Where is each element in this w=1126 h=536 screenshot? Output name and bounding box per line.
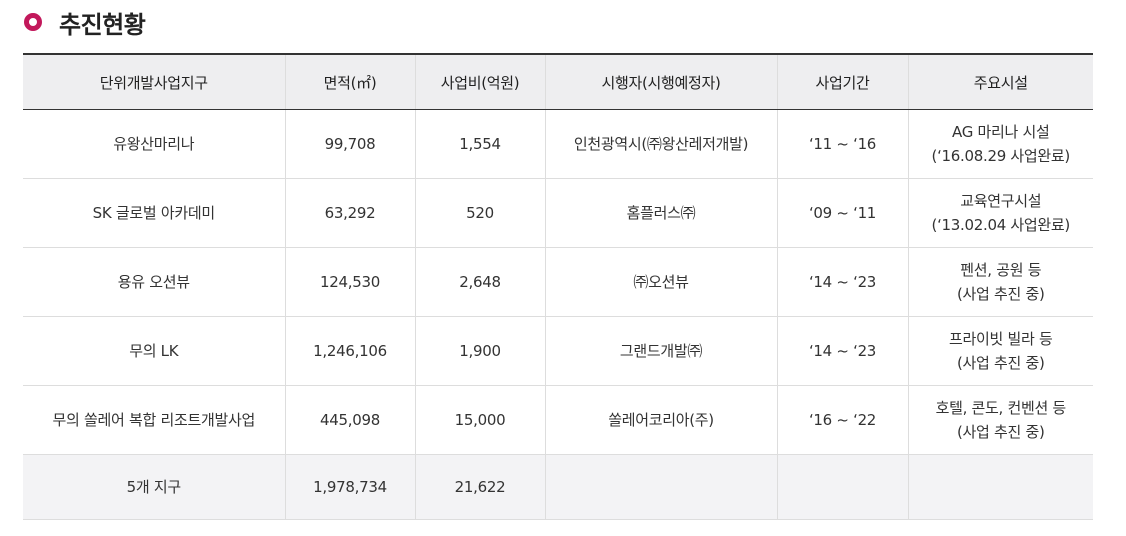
cell-operator: 쏠레어코리아(주) xyxy=(544,385,777,455)
cell-cost: 15,000 xyxy=(414,385,545,455)
table-row: SK 글로벌 아카데미 63,292 520 홈플러스㈜ ‘09 ~ ‘11 교… xyxy=(23,178,1093,248)
header-facility: 주요시설 xyxy=(907,53,1093,110)
table-row: 용유 오션뷰 124,530 2,648 ㈜오션뷰 ‘14 ~ ‘23 펜션, … xyxy=(23,247,1093,317)
facility-status: (사업 추진 중) xyxy=(956,423,1045,441)
total-facility-empty xyxy=(907,454,1093,520)
header-district: 단위개발사업지구 xyxy=(23,53,285,110)
cell-facility: 교육연구시설 (‘13.02.04 사업완료) xyxy=(907,178,1093,248)
table-header-row: 단위개발사업지구 면적(㎡) 사업비(억원) 시행자(시행예정자) 사업기간 주… xyxy=(23,53,1093,110)
facility-status: (사업 추진 중) xyxy=(956,285,1045,303)
total-cost: 21,622 xyxy=(414,454,545,520)
cell-operator: ㈜오션뷰 xyxy=(544,247,777,317)
facility-status: (사업 추진 중) xyxy=(956,354,1045,372)
cell-cost: 2,648 xyxy=(414,247,545,317)
table-row: 무의 LK 1,246,106 1,900 그랜드개발㈜ ‘14 ~ ‘23 프… xyxy=(23,316,1093,386)
total-operator-empty xyxy=(544,454,777,520)
status-table: 단위개발사업지구 면적(㎡) 사업비(억원) 시행자(시행예정자) 사업기간 주… xyxy=(23,53,1093,520)
total-row: 5개 지구 1,978,734 21,622 xyxy=(23,454,1093,520)
cell-district: 용유 오션뷰 xyxy=(23,247,285,317)
cell-operator: 그랜드개발㈜ xyxy=(544,316,777,386)
cell-area: 445,098 xyxy=(284,385,415,455)
section-title: 추진현황 xyxy=(59,10,146,39)
cell-period: ‘11 ~ ‘16 xyxy=(776,109,908,179)
cell-district: SK 글로벌 아카데미 xyxy=(23,178,285,248)
cell-area: 63,292 xyxy=(284,178,415,248)
facility-status: (‘16.08.29 사업완료) xyxy=(931,147,1071,165)
facility-name: AG 마리나 시설 xyxy=(952,123,1050,141)
facility-name: 펜션, 공원 등 xyxy=(960,261,1042,279)
cell-facility: AG 마리나 시설 (‘16.08.29 사업완료) xyxy=(907,109,1093,179)
cell-cost: 520 xyxy=(414,178,545,248)
cell-cost: 1,554 xyxy=(414,109,545,179)
total-area: 1,978,734 xyxy=(284,454,415,520)
cell-facility: 펜션, 공원 등 (사업 추진 중) xyxy=(907,247,1093,317)
cell-area: 99,708 xyxy=(284,109,415,179)
cell-facility: 호텔, 콘도, 컨벤션 등 (사업 추진 중) xyxy=(907,385,1093,455)
cell-cost: 1,900 xyxy=(414,316,545,386)
cell-period: ‘14 ~ ‘23 xyxy=(776,316,908,386)
header-period: 사업기간 xyxy=(776,53,908,110)
cell-period: ‘09 ~ ‘11 xyxy=(776,178,908,248)
total-period-empty xyxy=(776,454,908,520)
table-row: 유왕산마리나 99,708 1,554 인천광역시(㈜왕산레저개발) ‘11 ~… xyxy=(23,109,1093,179)
table-row: 무의 쏠레어 복합 리조트개발사업 445,098 15,000 쏠레어코리아(… xyxy=(23,385,1093,455)
header-cost: 사업비(억원) xyxy=(414,53,545,110)
facility-name: 호텔, 콘도, 컨벤션 등 xyxy=(935,399,1067,417)
cell-operator: 홈플러스㈜ xyxy=(544,178,777,248)
section-heading: 추진현황 xyxy=(24,4,146,40)
cell-district: 무의 쏠레어 복합 리조트개발사업 xyxy=(23,385,285,455)
cell-period: ‘16 ~ ‘22 xyxy=(776,385,908,455)
cell-operator: 인천광역시(㈜왕산레저개발) xyxy=(544,109,777,179)
facility-status: (‘13.02.04 사업완료) xyxy=(931,216,1071,234)
cell-period: ‘14 ~ ‘23 xyxy=(776,247,908,317)
facility-name: 프라이빗 빌라 등 xyxy=(949,330,1053,348)
cell-area: 1,246,106 xyxy=(284,316,415,386)
cell-facility: 프라이빗 빌라 등 (사업 추진 중) xyxy=(907,316,1093,386)
facility-name: 교육연구시설 xyxy=(960,192,1042,210)
circle-bullet-icon xyxy=(24,13,42,31)
cell-district: 유왕산마리나 xyxy=(23,109,285,179)
total-district: 5개 지구 xyxy=(23,454,285,520)
header-operator: 시행자(시행예정자) xyxy=(544,53,777,110)
cell-district: 무의 LK xyxy=(23,316,285,386)
cell-area: 124,530 xyxy=(284,247,415,317)
header-area: 면적(㎡) xyxy=(284,53,415,110)
